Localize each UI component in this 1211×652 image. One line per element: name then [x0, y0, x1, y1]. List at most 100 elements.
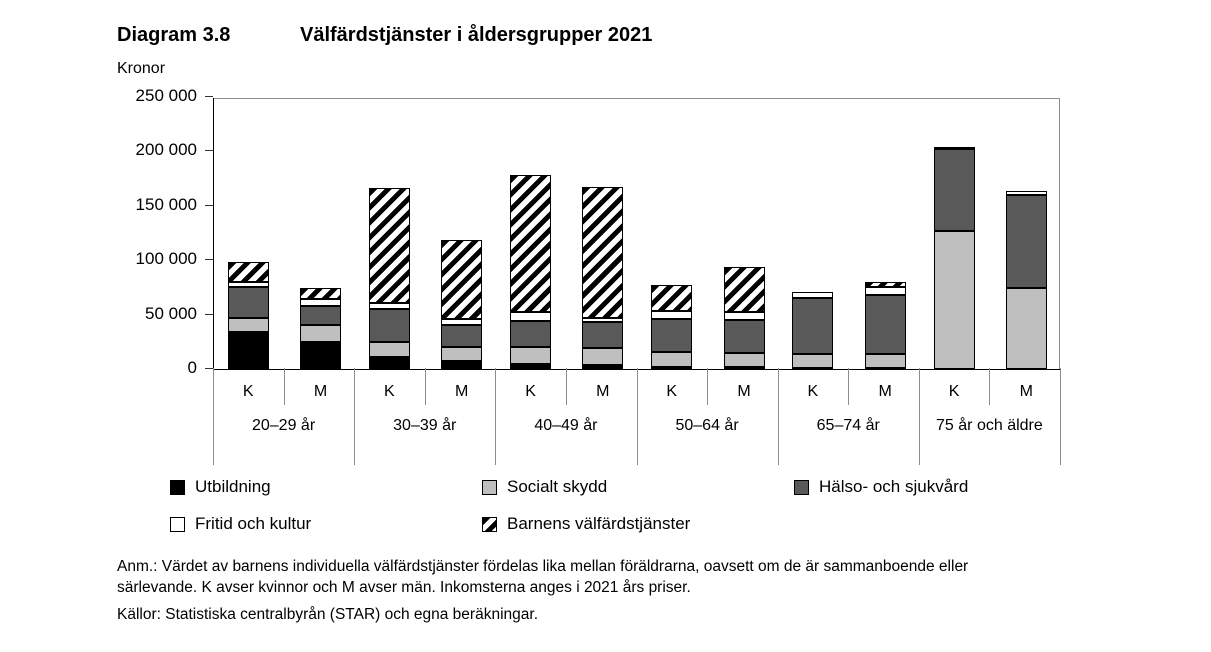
bar-label-sex: M: [1019, 383, 1033, 400]
bar-segment: [723, 266, 765, 313]
y-axis-tick-label: 50 000: [145, 303, 197, 323]
bar-label-sex: M: [878, 383, 892, 400]
y-axis-tick: [205, 204, 213, 206]
group-separator-tick: [354, 368, 356, 465]
bar-segment: [1005, 194, 1047, 289]
bar-label-sex: K: [948, 383, 960, 400]
legend-swatch-color: [482, 479, 497, 495]
legend-swatch-color: [170, 479, 185, 495]
bar-segment: [582, 348, 624, 365]
axis-group-label: 40–49 år: [534, 417, 598, 434]
y-axis-tick-label: 100 000: [135, 249, 197, 269]
bar-segment: [227, 332, 269, 369]
group-separator-tick: [918, 368, 920, 465]
legend-item: Socialt skydd: [482, 477, 607, 497]
bar-segment: [651, 285, 693, 312]
bar-segment: [227, 287, 269, 318]
bar-segment: [723, 320, 765, 353]
bar-segment: [933, 230, 975, 369]
bar-separator-tick: [424, 368, 426, 405]
bar-segment: [651, 318, 693, 352]
bar-segment: [441, 239, 483, 319]
y-axis-line: [213, 98, 214, 370]
axis-group-label: 20–29 år: [251, 417, 316, 434]
bar-segment: [582, 317, 624, 323]
legend-label: Socialt skydd: [507, 477, 608, 496]
bar-segment: [1005, 190, 1047, 195]
bar-segment: [441, 347, 483, 362]
bar-segment: [582, 364, 624, 369]
legend-label: Utbildning: [195, 477, 271, 496]
y-axis-tick: [205, 150, 213, 152]
bar-segment: [723, 312, 765, 321]
bar-segment: [300, 288, 341, 300]
bar-segment: [723, 352, 765, 367]
legend-swatch-color: [170, 516, 185, 532]
bar-segment: [792, 353, 834, 368]
bar-segment: [368, 357, 410, 369]
legend-item: Barnens välfärdstjänster: [482, 514, 690, 534]
axis-group-label: 75 år och äldre: [936, 417, 1043, 434]
legend-item: Utbildning: [170, 477, 271, 497]
bar-segment: [227, 281, 269, 288]
group-separator-tick: [1060, 368, 1061, 465]
bar-segment: [300, 325, 341, 342]
bar-segment: [864, 295, 906, 354]
bar-segment: [933, 149, 975, 231]
bar-segment: [441, 318, 483, 326]
bar-segment: [864, 281, 906, 288]
legend-swatch-hatch: [482, 516, 497, 532]
bar-segment: [441, 325, 483, 348]
bar-separator-tick: [848, 368, 850, 405]
axis-group-label: 65–74 år: [816, 417, 880, 434]
legend-label: Hälso- och sjukvård: [819, 477, 969, 496]
y-axis-tick: [205, 96, 213, 97]
chart-title: Diagram 3.8 Välfärdstjänster i åldersgrup…: [117, 24, 652, 47]
bar-label-sex: K: [242, 383, 254, 400]
y-axis-unit-label: Kronor: [117, 60, 166, 77]
bar-segment: [792, 291, 834, 299]
bar-segment: [582, 322, 624, 349]
group-separator-tick: [213, 368, 214, 465]
bar-label-sex: K: [525, 383, 536, 400]
bar-label-sex: K: [666, 383, 678, 400]
bar-segment: [723, 366, 765, 369]
bar-segment: [510, 347, 552, 364]
bar-segment: [510, 363, 552, 369]
bar-segment: [864, 287, 906, 295]
bar-segment: [792, 298, 834, 354]
legend-item: Hälso- och sjukvård: [794, 477, 968, 497]
y-axis-tick-label: 0: [187, 358, 197, 377]
bar-segment: [441, 361, 483, 369]
bar-separator-tick: [707, 368, 709, 405]
bar-segment: [300, 305, 341, 326]
axis-group-label: 30–39 år: [393, 417, 457, 434]
bar-segment: [510, 321, 552, 348]
axis-group-label: 50–64 år: [675, 417, 739, 434]
bar-segment: [510, 175, 552, 313]
bar-segment: [227, 317, 269, 332]
bar-segment: [651, 351, 693, 367]
legend-item: Fritid och kultur: [170, 514, 311, 534]
bar-segment: [368, 188, 410, 303]
bar-label-sex: M: [737, 383, 751, 400]
y-axis-tick: [205, 313, 213, 315]
bar-label-sex: K: [807, 383, 819, 400]
y-axis-tick-label: 250 000: [135, 86, 197, 105]
bar-segment: [510, 312, 552, 322]
legend-label: Barnens välfärdstjänster: [507, 514, 691, 533]
footnote-sources: Källor: Statistiska centralbyrån (STAR) …: [117, 606, 538, 623]
y-axis-tick: [205, 259, 213, 261]
bar-segment: [300, 341, 341, 369]
bar-label-sex: M: [596, 383, 610, 400]
diagram-number: Diagram 3.8: [117, 24, 231, 46]
bar-separator-tick: [283, 368, 285, 405]
bar-separator-tick: [989, 368, 991, 405]
diagram-title-text: Välfärdstjänster i åldersgrupper 2021: [300, 24, 653, 46]
bar-segment: [864, 353, 906, 368]
bar-segment: [1005, 288, 1047, 369]
bar-segment: [651, 311, 693, 319]
group-separator-tick: [636, 368, 638, 465]
bar-label-sex: K: [384, 383, 395, 400]
